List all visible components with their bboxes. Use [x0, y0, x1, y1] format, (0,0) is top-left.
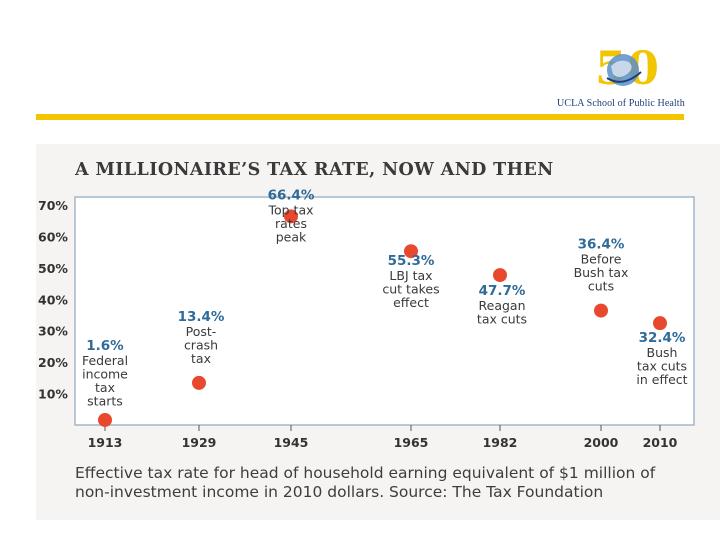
data-value-label: 13.4% [178, 309, 225, 325]
data-point-marker [284, 209, 298, 224]
chart-title: A MILLIONAIRE’S TAX RATE, NOW AND THEN [75, 160, 554, 180]
data-value-label: 36.4% [578, 237, 625, 253]
data-annotation-line: cuts [588, 279, 614, 294]
data-value-label: 32.4% [639, 330, 686, 346]
data-annotation-line: income [82, 366, 128, 381]
data-point-marker [594, 303, 608, 318]
data-annotation-line: rates [275, 216, 307, 231]
chart-footnote: Effective tax rate for head of household… [75, 464, 656, 501]
y-tick-label: 50% [38, 261, 68, 276]
data-annotation-line: Bush [647, 345, 678, 360]
y-tick-label: 40% [38, 292, 68, 307]
data-point-marker [192, 375, 206, 390]
data-annotation-line: in effect [636, 372, 687, 387]
globe-continent-shape [611, 60, 632, 77]
y-tick-label: 60% [38, 229, 68, 244]
globe-50-anniversary-logo-icon: 50 [595, 41, 659, 95]
data-value-label: 66.4% [268, 187, 315, 203]
data-annotation-line: tax [95, 380, 115, 395]
x-tick-label: 2010 [643, 435, 678, 450]
data-point-marker [493, 268, 507, 283]
y-tick-label: 30% [38, 324, 68, 339]
x-tick-label: 1945 [274, 435, 309, 450]
plot-frame [74, 196, 695, 426]
data-annotation-line: tax cuts [477, 312, 527, 327]
data-point-marker [404, 244, 418, 259]
data-annotation-line: crash [184, 337, 218, 352]
ucla-logo: 50 UCLA School of Public Health [557, 41, 707, 114]
x-tick-label: 1982 [483, 435, 518, 450]
data-annotation-line: tax [191, 351, 211, 366]
data-point-marker [98, 412, 112, 427]
data-annotation-line: LBJ tax [389, 268, 432, 283]
x-tick-label: 1929 [182, 435, 217, 450]
x-tick-label: 1965 [394, 435, 429, 450]
data-annotation-line: Before [581, 252, 622, 267]
data-annotation-line: Post- [186, 324, 217, 339]
x-tick-label: 2000 [584, 435, 619, 450]
y-tick-label: 20% [38, 355, 68, 370]
y-tick-label: 70% [38, 198, 68, 213]
data-annotation-line: Bush tax [574, 265, 629, 280]
data-point-marker [653, 316, 667, 331]
data-value-label: 55.3% [388, 253, 435, 269]
globe-orbit-line [606, 71, 642, 83]
data-annotation-line: cut takes [382, 282, 439, 297]
data-annotation-line: peak [276, 229, 307, 244]
gold-rule [36, 114, 684, 120]
x-tick-label: 1913 [88, 435, 123, 450]
data-annotation-line: tax cuts [637, 359, 687, 374]
data-annotation-line: starts [87, 393, 123, 408]
data-value-label: 1.6% [86, 338, 124, 354]
y-tick-label: 10% [38, 387, 68, 402]
data-annotation-line: Federal [82, 353, 128, 368]
data-annotation-line: Reagan [479, 298, 526, 313]
logo-text: UCLA School of Public Health [557, 98, 685, 109]
data-annotation-line: Top tax [267, 202, 313, 217]
data-annotation-line: effect [393, 295, 429, 310]
data-value-label: 47.7% [479, 283, 526, 299]
